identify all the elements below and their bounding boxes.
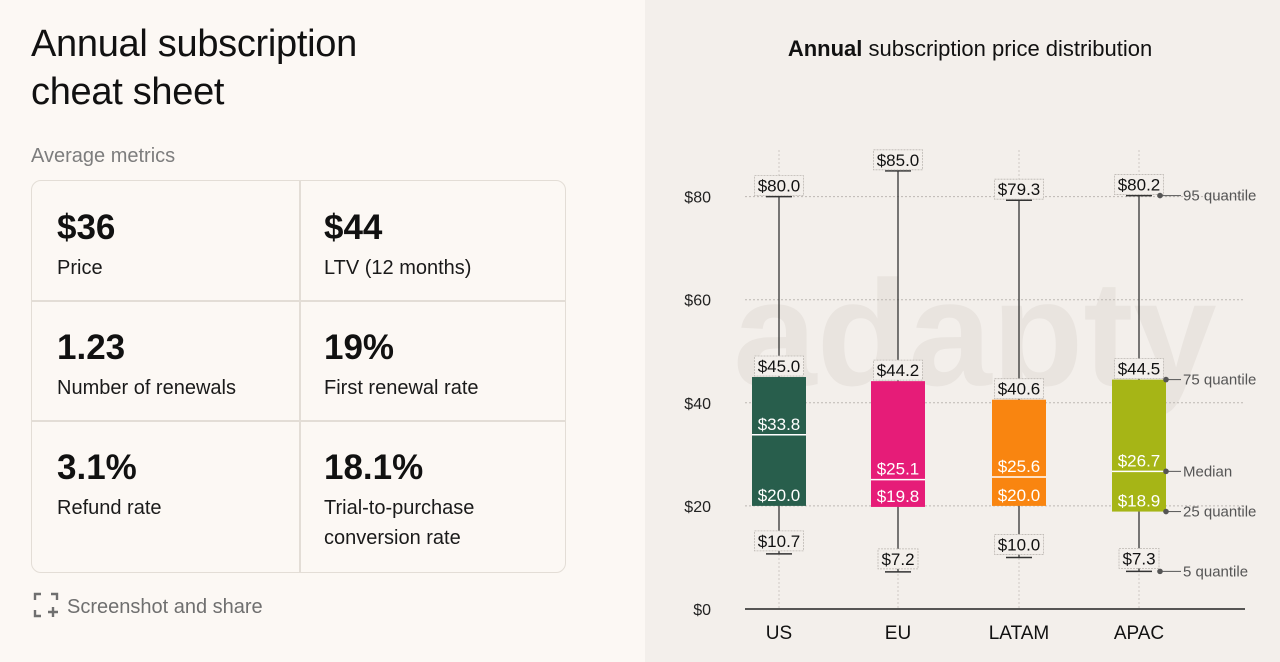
data-label: $40.6 [998, 380, 1041, 399]
data-label: $33.8 [758, 415, 801, 434]
metric-trial-conversion: 18.1% Trial-to-purchase conversion rate [299, 448, 549, 553]
data-label: $25.1 [877, 460, 920, 479]
data-label: $7.3 [1122, 549, 1155, 568]
data-label: $19.8 [877, 487, 920, 506]
metric-value: $44 [324, 208, 383, 247]
data-label: $10.0 [998, 535, 1041, 554]
data-label: $80.2 [1118, 176, 1161, 195]
annotation-q95: 95 quantile [1183, 188, 1256, 205]
data-label: $7.2 [881, 550, 914, 569]
x-tick-label: US [766, 623, 792, 644]
data-label-bg [1114, 358, 1164, 380]
card-divider-row-1 [32, 300, 565, 302]
data-label: $20.0 [998, 486, 1041, 505]
data-label: $25.6 [998, 457, 1041, 476]
metric-value: 3.1% [57, 448, 137, 487]
data-label: $20.0 [758, 486, 801, 505]
y-tick-label: $40 [684, 396, 711, 413]
metric-renewals: 1.23 Number of renewals [32, 328, 299, 403]
metric-label: LTV (12 months) [324, 257, 472, 279]
box-apac [1112, 379, 1166, 512]
data-label-bg [1114, 174, 1164, 195]
data-label-bg [754, 175, 804, 197]
data-label-bg [877, 548, 919, 570]
data-label: $45.0 [758, 357, 801, 376]
metric-value: 19% [324, 328, 395, 367]
data-label: $18.9 [1118, 492, 1161, 511]
annotation-q25: 25 quantile [1183, 504, 1256, 521]
metric-label: Number of renewals [57, 377, 236, 399]
box-eu [871, 381, 925, 507]
x-tick-label: APAC [1114, 623, 1164, 644]
cheat-sheet-panel: Annual subscription cheat sheet Average … [31, 23, 566, 623]
box-latam [992, 399, 1046, 506]
card-divider-row-2 [32, 420, 565, 422]
data-label: $44.2 [877, 361, 920, 380]
metrics-card: $36 Price $44 LTV (12 months) 1.23 Numbe… [31, 180, 566, 573]
annotation-q5: 5 quantile [1183, 563, 1248, 580]
metric-value: $36 [57, 208, 116, 247]
screenshot-share-button[interactable]: Screenshot and share [33, 592, 263, 623]
x-tick-label: EU [885, 623, 911, 644]
metric-label: Trial-to-purchase conversion rate [324, 497, 475, 549]
metric-price: $36 Price [32, 208, 299, 283]
x-tick-label: LATAM [989, 623, 1050, 644]
y-tick-label: $20 [684, 499, 711, 516]
metric-first-renewal-rate: 19% First renewal rate [299, 328, 565, 403]
data-label-bg [754, 355, 804, 377]
data-label: $10.7 [758, 532, 801, 551]
annotation-median: Median [1183, 463, 1232, 480]
y-tick-label: $60 [684, 293, 711, 310]
metrics-subtitle: Average metrics [31, 145, 176, 167]
metric-label: Refund rate [57, 497, 162, 519]
data-label: $26.7 [1118, 451, 1161, 470]
share-label: Screenshot and share [67, 596, 263, 618]
data-label: $79.3 [998, 180, 1041, 199]
metric-value: 18.1% [324, 448, 424, 487]
data-label-bg [754, 530, 804, 552]
data-label-bg [994, 534, 1044, 555]
metric-ltv: $44 LTV (12 months) [299, 208, 565, 283]
price-distribution-chart: adapty Annual subscription price distrib… [684, 36, 1256, 644]
metric-label: Price [57, 257, 103, 279]
page-title: Annual subscription cheat sheet [31, 23, 357, 113]
data-label-bg [994, 178, 1044, 200]
data-label: $44.5 [1118, 360, 1161, 379]
data-label: $85.0 [877, 151, 920, 170]
y-tick-label: $80 [684, 190, 711, 207]
metric-refund-rate: 3.1% Refund rate [32, 448, 299, 523]
box-us [752, 377, 806, 506]
data-label: $80.0 [758, 177, 801, 196]
card-divider-vertical [299, 181, 301, 572]
annotation-q75: 75 quantile [1183, 372, 1256, 389]
y-tick-label: $0 [693, 602, 711, 619]
data-label-bg [873, 149, 923, 171]
data-label-bg [1118, 547, 1160, 569]
data-label-bg [994, 378, 1044, 400]
chart-title-rest: subscription price distribution [862, 36, 1152, 61]
data-label-bg [873, 359, 923, 381]
chart-panel: adapty Annual subscription price distrib… [645, 0, 1280, 662]
screenshot-icon [33, 592, 59, 623]
chart-title-bold: Annual [788, 36, 863, 61]
chart-title: Annual subscription price distribution [788, 36, 1152, 61]
metric-value: 1.23 [57, 328, 126, 367]
metric-label: First renewal rate [324, 377, 479, 399]
